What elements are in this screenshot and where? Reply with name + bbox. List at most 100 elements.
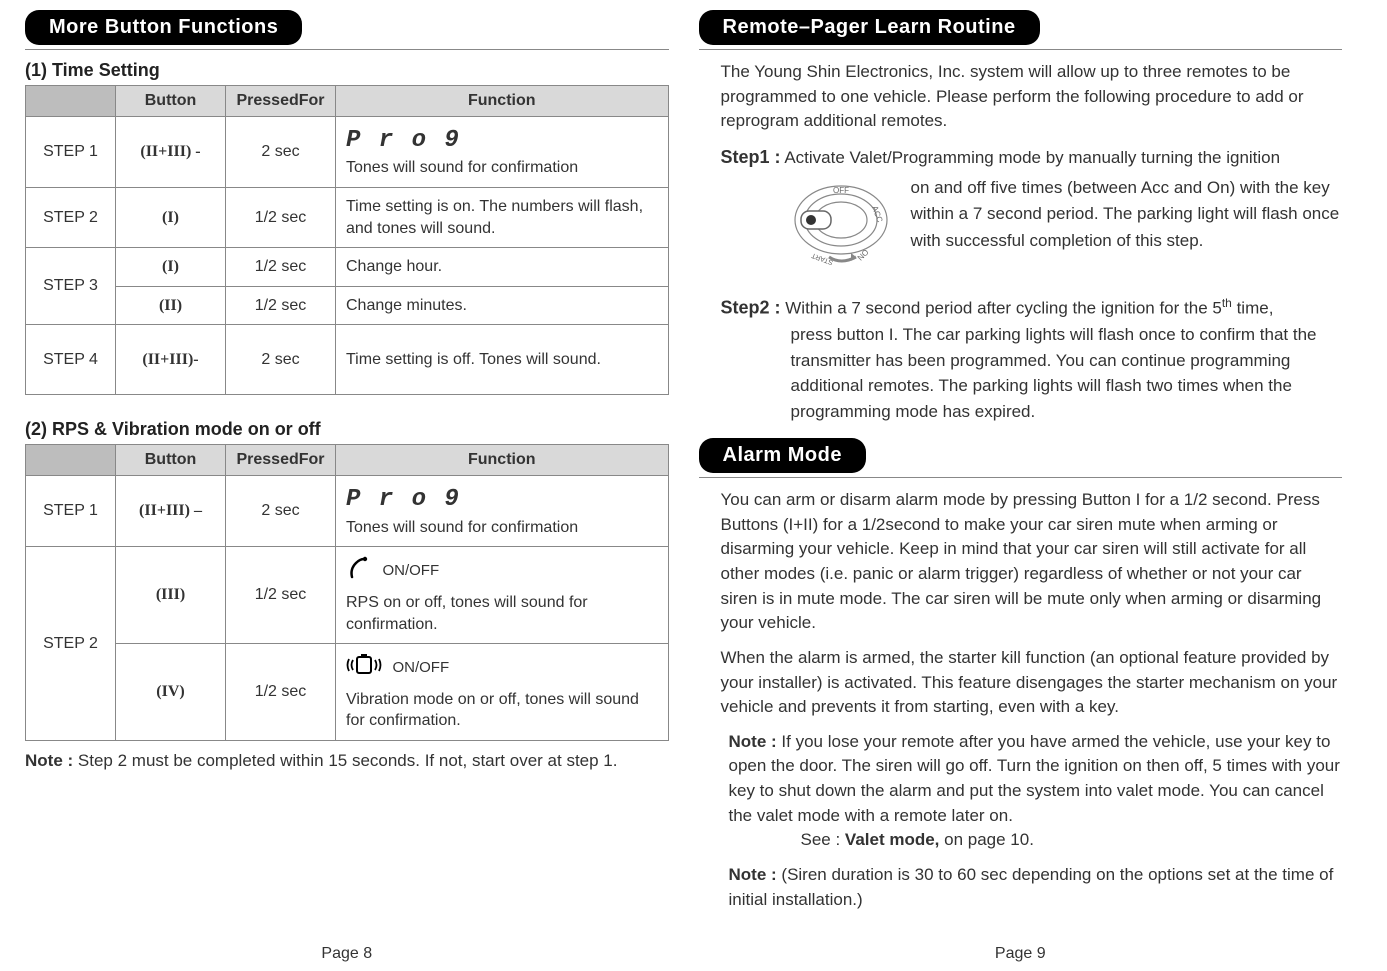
note1-text: If you lose your remote after you have a…	[729, 732, 1340, 825]
note1-see-bold: Valet mode,	[845, 830, 939, 849]
note1-block: Note : If you lose your remote after you…	[729, 730, 1343, 853]
pressed-cell: 1/2 sec	[226, 286, 336, 325]
step-cell: STEP 2	[26, 547, 116, 741]
col-pressedfor: PressedFor	[226, 86, 336, 117]
pressed-cell: 2 sec	[226, 325, 336, 395]
step2-block: Step2 : Within a 7 second period after c…	[721, 294, 1343, 424]
left-page: More Button Functions (1) Time Setting B…	[10, 10, 684, 971]
table-row: STEP 1 (II+III) - 2 sec P r o 9 Tones wi…	[26, 117, 669, 188]
note1-see-suffix: on page 10.	[939, 830, 1034, 849]
note-line: Note : Step 2 must be completed within 1…	[25, 751, 669, 771]
function-cell: Time setting is on. The numbers will fla…	[336, 187, 669, 247]
section-header-more-button: More Button Functions	[25, 10, 302, 45]
pressed-cell: 1/2 sec	[226, 187, 336, 247]
ignition-on-label: ON	[855, 247, 870, 262]
step-cell: STEP 3	[26, 248, 116, 325]
button-cell: (I)	[116, 248, 226, 287]
col-button: Button	[116, 86, 226, 117]
onoff-label: ON/OFF	[392, 659, 449, 676]
pressed-cell: 1/2 sec	[226, 248, 336, 287]
table-row: STEP 4 (II+III)- 2 sec Time setting is o…	[26, 325, 669, 395]
ignition-acc-label: ACC	[870, 205, 884, 224]
step2-label: Step2 :	[721, 298, 781, 318]
right-page: Remote–Pager Learn Routine The Young Shi…	[684, 10, 1358, 971]
pressed-cell: 2 sec	[226, 476, 336, 547]
ignition-icon: OFF ACC ON START	[781, 175, 901, 273]
table-time-setting: Button PressedFor Function STEP 1 (II+II…	[25, 85, 669, 395]
pressed-cell: 1/2 sec	[226, 547, 336, 644]
page-number: Page 9	[684, 945, 1358, 963]
function-text: Tones will sound for confirmation	[346, 519, 578, 536]
divider	[25, 49, 669, 50]
step2-body: press button I. The car parking lights w…	[791, 322, 1343, 424]
intro-paragraph: The Young Shin Electronics, Inc. system …	[721, 60, 1343, 134]
note1-see: See : Valet mode, on page 10.	[801, 828, 1343, 853]
button-cell: (III)	[116, 547, 226, 644]
prog-glyph: P r o 9	[346, 125, 658, 157]
button-cell: (IV)	[116, 644, 226, 741]
table-header-row: Button PressedFor Function	[26, 86, 669, 117]
step2-lead-a: Within a 7 second period after cycling t…	[785, 299, 1222, 318]
table-row: (IV) 1/2 sec ON/OFF Vibration mode on or…	[26, 644, 669, 741]
note2-block: Note : (Siren duration is 30 to 60 sec d…	[729, 863, 1343, 912]
col-button: Button	[116, 445, 226, 476]
table-row: STEP 2 (III) 1/2 sec ON/OFF RPS on or of…	[26, 547, 669, 644]
onoff-label: ON/OFF	[382, 563, 439, 580]
pressed-cell: 1/2 sec	[226, 644, 336, 741]
prog-glyph: P r o 9	[346, 484, 658, 516]
function-text: Vibration mode on or off, tones will sou…	[346, 689, 658, 732]
button-cell: (II)	[116, 286, 226, 325]
note-text: Step 2 must be completed within 15 secon…	[78, 751, 618, 770]
col-function: Function	[336, 445, 669, 476]
divider	[699, 49, 1343, 50]
step-cell: STEP 1	[26, 476, 116, 547]
table-header-row: Button PressedFor Function	[26, 445, 669, 476]
step2-sup: th	[1222, 296, 1232, 310]
table-row: STEP 1 (II+III) – 2 sec P r o 9 Tones wi…	[26, 476, 669, 547]
col-step	[26, 445, 116, 476]
step2-lead-b: time,	[1232, 299, 1274, 318]
function-text: Tones will sound for confirmation	[346, 159, 578, 176]
step-cell: STEP 1	[26, 117, 116, 188]
function-cell: ON/OFF Vibration mode on or off, tones w…	[336, 644, 669, 741]
function-cell: Change minutes.	[336, 286, 669, 325]
step-cell: STEP 2	[26, 187, 116, 247]
function-cell: Time setting is off. Tones will sound.	[336, 325, 669, 395]
button-cell: (II+III) -	[116, 117, 226, 188]
note-label: Note :	[25, 751, 73, 770]
function-cell: ON/OFF RPS on or off, tones will sound f…	[336, 547, 669, 644]
button-cell: (II+III)-	[116, 325, 226, 395]
button-cell: (II+III) –	[116, 476, 226, 547]
table-rps: Button PressedFor Function STEP 1 (II+II…	[25, 444, 669, 741]
note1-see-prefix: See :	[801, 830, 845, 849]
section-header-remote-pager: Remote–Pager Learn Routine	[699, 10, 1040, 45]
col-pressedfor: PressedFor	[226, 445, 336, 476]
function-cell: P r o 9 Tones will sound for confirmatio…	[336, 117, 669, 188]
table-row: STEP 2 (I) 1/2 sec Time setting is on. T…	[26, 187, 669, 247]
page-number: Page 8	[10, 945, 684, 963]
divider	[699, 477, 1343, 478]
subhead-time-setting: (1) Time Setting	[25, 60, 669, 81]
vibration-icon	[346, 652, 382, 685]
function-text: RPS on or off, tones will sound for conf…	[346, 592, 658, 635]
col-function: Function	[336, 86, 669, 117]
col-step	[26, 86, 116, 117]
pressed-cell: 2 sec	[226, 117, 336, 188]
step-cell: STEP 4	[26, 325, 116, 395]
alarm-paragraph-2: When the alarm is armed, the starter kil…	[721, 646, 1343, 720]
alarm-paragraph-1: You can arm or disarm alarm mode by pres…	[721, 488, 1343, 636]
ignition-off-label: OFF	[833, 186, 849, 195]
subhead-rps: (2) RPS & Vibration mode on or off	[25, 419, 669, 440]
note1-label: Note :	[729, 732, 777, 751]
function-cell: P r o 9 Tones will sound for confirmatio…	[336, 476, 669, 547]
step1-block: Step1 : Activate Valet/Programming mode …	[721, 144, 1343, 277]
step1-label: Step1 :	[721, 147, 781, 167]
function-cell: Change hour.	[336, 248, 669, 287]
note2-label: Note :	[729, 865, 777, 884]
antenna-icon	[346, 555, 372, 588]
table-row: STEP 3 (I) 1/2 sec Change hour.	[26, 248, 669, 287]
button-cell: (I)	[116, 187, 226, 247]
section-header-alarm-mode: Alarm Mode	[699, 438, 866, 473]
step1-lead: Activate Valet/Programming mode by manua…	[784, 148, 1280, 167]
table-row: (II) 1/2 sec Change minutes.	[26, 286, 669, 325]
